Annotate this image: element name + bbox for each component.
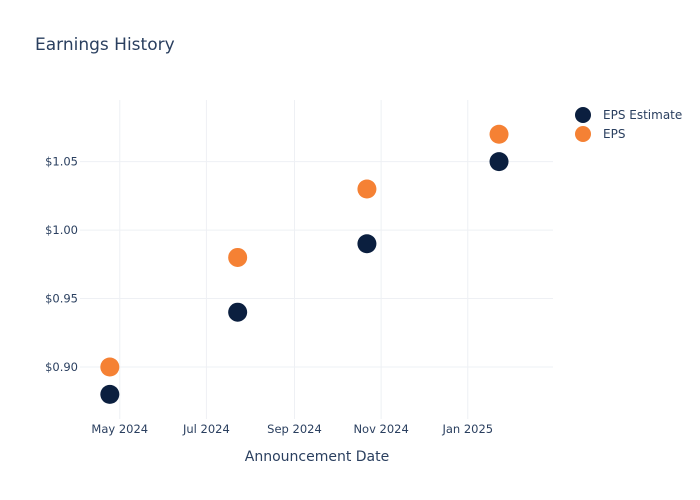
- data-point[interactable]: [357, 234, 377, 254]
- x-tick-label: Jul 2024: [182, 422, 230, 436]
- legend-item[interactable]: EPS Estimate: [575, 107, 682, 123]
- data-point[interactable]: [100, 384, 120, 404]
- x-axis-ticks: May 2024 Jul 2024 Sep 2024 Nov 2024 Jan 2025: [91, 422, 493, 436]
- x-tick-label: Jan 2025: [441, 422, 493, 436]
- legend-marker: [575, 126, 591, 142]
- chart-title: Earnings History: [35, 35, 175, 55]
- data-point[interactable]: [228, 302, 248, 322]
- data-point[interactable]: [228, 247, 248, 267]
- legend-label: EPS: [603, 127, 625, 141]
- y-axis-ticks: $0.90 $0.95 $1.00 $1.05: [45, 155, 78, 374]
- x-axis-title: Announcement Date: [245, 449, 389, 465]
- data-point[interactable]: [100, 357, 120, 377]
- legend[interactable]: EPS Estimate EPS: [575, 107, 682, 142]
- data-point[interactable]: [489, 124, 509, 144]
- y-tick-label: $1.05: [45, 155, 78, 169]
- x-tick-label: May 2024: [91, 422, 148, 436]
- legend-marker: [575, 107, 591, 123]
- legend-item[interactable]: EPS: [575, 126, 625, 142]
- data-point[interactable]: [357, 179, 377, 199]
- series-eps-estimate: [100, 152, 509, 404]
- data-point[interactable]: [489, 152, 509, 172]
- x-tick-label: Nov 2024: [353, 422, 408, 436]
- y-tick-label: $1.00: [45, 223, 78, 237]
- x-tick-label: Sep 2024: [267, 422, 322, 436]
- series-eps: [100, 124, 509, 377]
- gridlines: [80, 100, 553, 419]
- data-points: [100, 124, 509, 404]
- legend-label: EPS Estimate: [603, 108, 682, 122]
- y-tick-label: $0.95: [45, 292, 78, 306]
- y-tick-label: $0.90: [45, 360, 78, 374]
